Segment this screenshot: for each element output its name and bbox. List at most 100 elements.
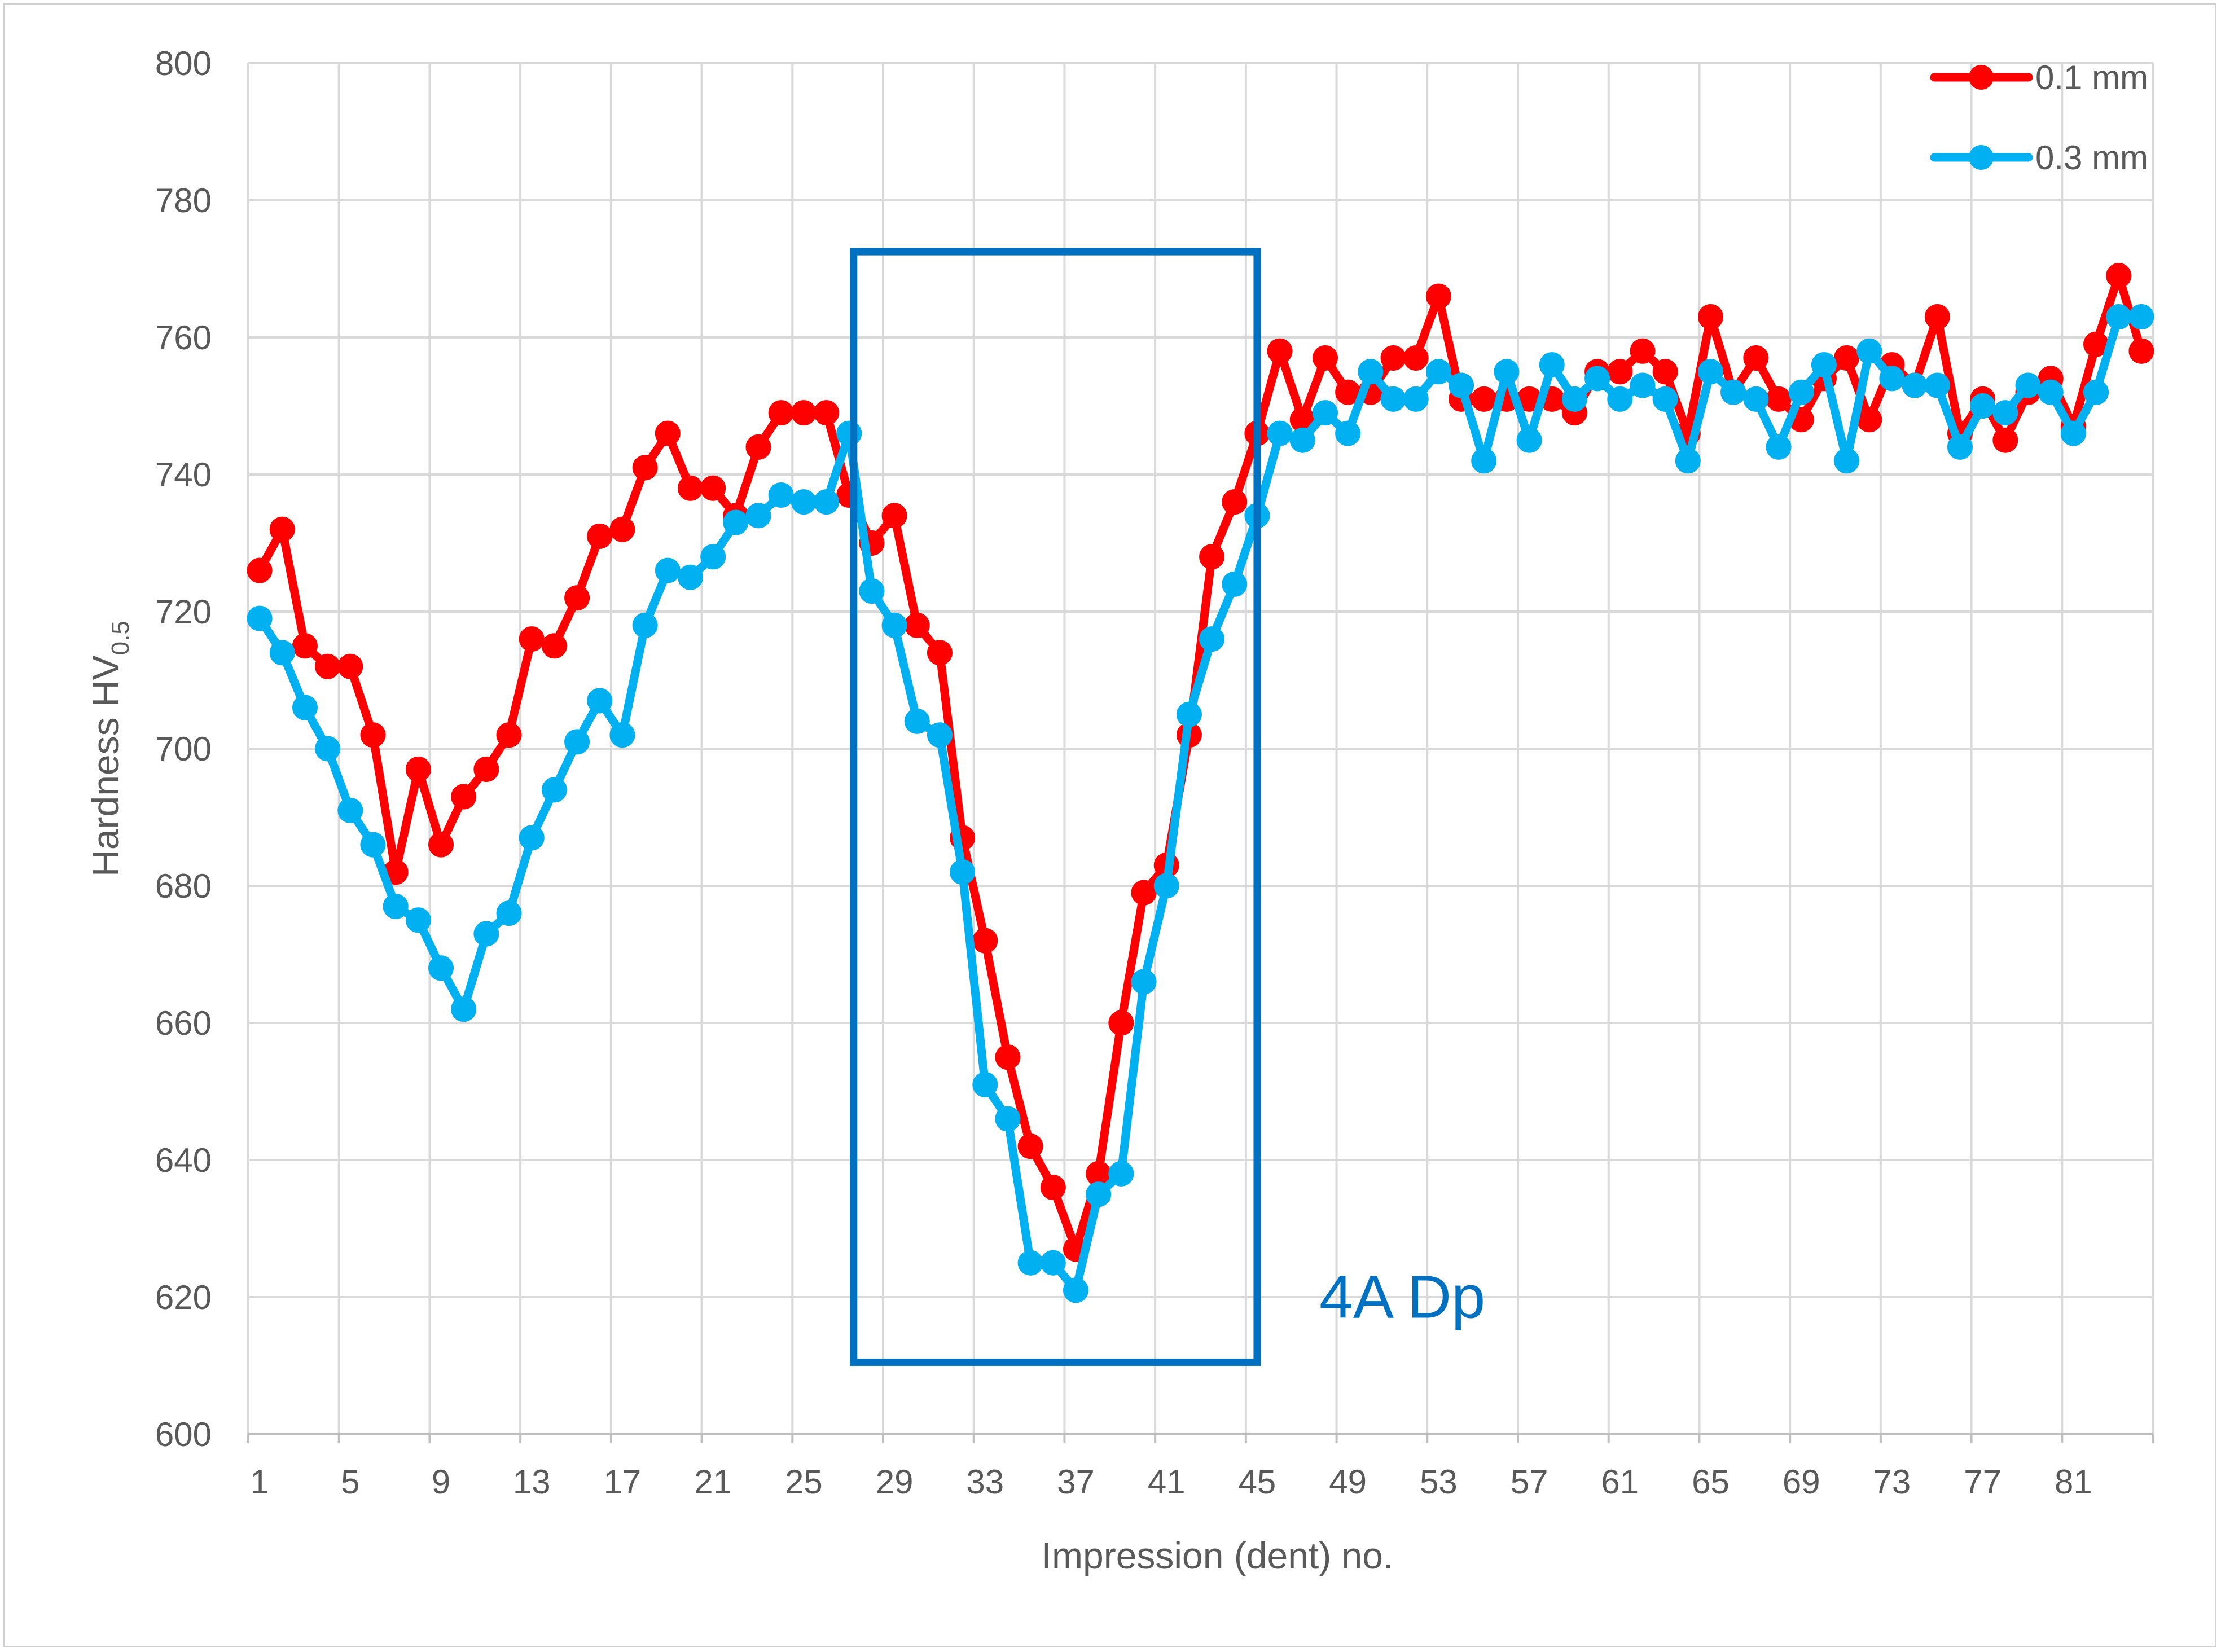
data-point xyxy=(1312,400,1338,426)
x-tick-label: 77 xyxy=(1964,1463,2001,1501)
data-point xyxy=(995,1106,1021,1132)
x-tick-label: 49 xyxy=(1329,1463,1367,1501)
data-point xyxy=(1788,379,1814,405)
data-point xyxy=(677,475,703,501)
y-tick-label: 680 xyxy=(155,867,212,905)
data-point xyxy=(541,777,567,803)
data-point xyxy=(1992,400,2018,426)
y-tick-label: 760 xyxy=(155,319,212,357)
data-point xyxy=(1992,427,2018,453)
y-tick-label: 620 xyxy=(155,1278,212,1316)
data-point xyxy=(1086,1181,1112,1207)
data-point xyxy=(2128,304,2154,330)
data-point xyxy=(655,557,681,583)
y-tick-label: 640 xyxy=(155,1141,212,1179)
data-point xyxy=(1425,359,1451,385)
data-point xyxy=(405,756,431,782)
x-tick-label: 53 xyxy=(1420,1463,1458,1501)
data-point xyxy=(473,921,499,947)
data-point xyxy=(337,797,363,823)
data-point xyxy=(541,633,567,659)
data-point xyxy=(1516,427,1542,453)
data-point xyxy=(1222,489,1248,515)
y-tick-label: 700 xyxy=(155,730,212,768)
data-point xyxy=(632,455,658,481)
data-point xyxy=(496,722,522,748)
data-point xyxy=(1743,386,1769,412)
data-point xyxy=(1494,359,1520,385)
y-tick-label: 780 xyxy=(155,182,212,219)
x-tick-label: 81 xyxy=(2055,1463,2092,1501)
data-point xyxy=(836,420,862,446)
data-point xyxy=(247,605,273,631)
data-point xyxy=(1652,359,1678,385)
data-point xyxy=(1947,434,1973,460)
data-point xyxy=(972,1071,998,1097)
data-point xyxy=(2038,379,2064,405)
data-point xyxy=(383,893,409,919)
data-point xyxy=(700,544,726,570)
y-tick-label: 600 xyxy=(155,1416,212,1453)
data-point xyxy=(2106,304,2132,330)
data-point xyxy=(745,503,771,529)
legend-item: 0.1 mm xyxy=(1930,59,2148,96)
series-2 xyxy=(247,304,2154,1303)
data-point xyxy=(1131,880,1157,906)
y-tick-label: 740 xyxy=(155,456,212,494)
x-tick-label: 9 xyxy=(432,1463,450,1501)
legend-swatch-marker xyxy=(1969,145,1994,170)
data-point xyxy=(2060,420,2086,446)
data-point xyxy=(269,516,295,542)
data-point xyxy=(791,400,817,426)
data-point xyxy=(881,612,907,638)
data-point xyxy=(564,729,590,755)
data-point xyxy=(1403,386,1429,412)
data-point xyxy=(1879,366,1905,392)
data-point xyxy=(609,722,635,748)
data-point xyxy=(1108,1010,1134,1036)
data-point xyxy=(1471,448,1497,474)
annotation-label: 4A Dp xyxy=(1319,1262,1485,1330)
data-point xyxy=(428,832,454,858)
data-point xyxy=(1131,969,1157,995)
legend-swatch-marker xyxy=(1969,65,1994,90)
x-tick-label: 73 xyxy=(1873,1463,1911,1501)
data-point xyxy=(1267,420,1293,446)
data-point xyxy=(1380,345,1406,371)
data-point xyxy=(1380,386,1406,412)
data-point xyxy=(1607,386,1633,412)
data-point xyxy=(1312,345,1338,371)
data-point xyxy=(292,633,318,659)
data-point xyxy=(2083,379,2109,405)
x-tick-labels: 1 5 9 13 17 21 25 29 33 37 41 45 49 53 57 61 65 69 73 77 81 xyxy=(250,1463,2092,1501)
data-point xyxy=(995,1044,1021,1070)
data-point xyxy=(1743,345,1769,371)
x-tick-label: 57 xyxy=(1511,1463,1548,1501)
data-point xyxy=(1108,1161,1134,1187)
data-point xyxy=(1698,304,1724,330)
gridlines xyxy=(247,62,2154,1435)
x-tick-label: 33 xyxy=(966,1463,1004,1501)
data-point xyxy=(723,509,749,535)
data-point xyxy=(473,756,499,782)
y-tick-label: 800 xyxy=(155,45,212,82)
x-tick-label: 5 xyxy=(341,1463,359,1501)
data-point xyxy=(1720,379,1746,405)
legend-item: 0.3 mm xyxy=(1930,139,2148,177)
data-point xyxy=(1811,352,1837,378)
data-point xyxy=(632,612,658,638)
data-point xyxy=(814,400,840,426)
x-tick-label: 61 xyxy=(1601,1463,1639,1501)
data-point xyxy=(1607,359,1633,385)
data-point xyxy=(247,557,273,583)
data-point xyxy=(791,489,817,515)
data-point xyxy=(1153,873,1179,899)
x-tick-label: 69 xyxy=(1783,1463,1820,1501)
data-point xyxy=(405,907,431,933)
data-point xyxy=(1924,372,1950,398)
x-tick-label: 29 xyxy=(876,1463,914,1501)
data-point xyxy=(315,653,341,679)
data-point xyxy=(1766,386,1792,412)
legend-label: 0.3 mm xyxy=(2035,139,2148,177)
x-axis-title: Impression (dent) no. xyxy=(1042,1535,1394,1576)
